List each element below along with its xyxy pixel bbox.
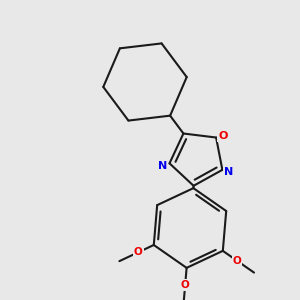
- Text: O: O: [218, 131, 227, 141]
- Text: O: O: [134, 247, 143, 257]
- Text: O: O: [181, 280, 190, 290]
- Text: O: O: [232, 256, 241, 266]
- Text: N: N: [224, 167, 233, 177]
- Text: N: N: [158, 161, 167, 171]
